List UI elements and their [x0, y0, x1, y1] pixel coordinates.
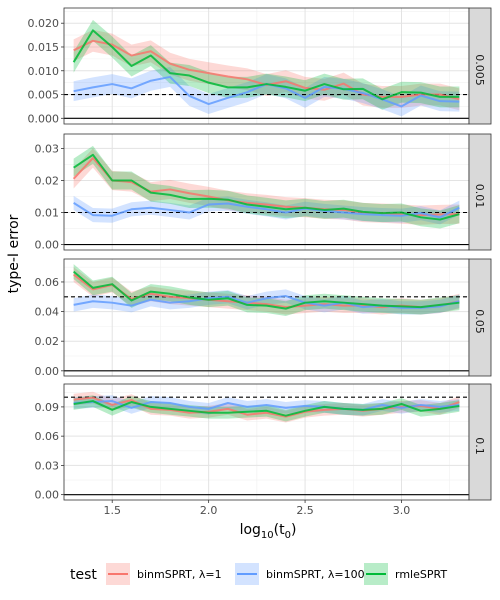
- facet-panel-3: 0.00 0.03 0.06 0.09 0.1: [35, 383, 492, 502]
- legend-label-rmlesprt: rmleSPRT: [395, 568, 447, 581]
- facet-strip-label: 0.1: [473, 437, 486, 455]
- y-tick-label: 0.020: [28, 17, 60, 30]
- legend: test binmSPRT, λ=1 binmSPRT, λ=100 rmleSPR…: [70, 563, 447, 585]
- legend-label-binmsprt-lambda100: binmSPRT, λ=100: [266, 568, 365, 581]
- ribbon-rmlesprt: [73, 395, 460, 422]
- y-tick-label: 0.03: [35, 142, 60, 155]
- ribbon-binmsprt-lambda1: [73, 29, 460, 111]
- facet-panel-2: 0.00 0.02 0.04 0.06 0.05: [35, 258, 492, 378]
- ribbon-rmlesprt: [73, 19, 460, 110]
- y-tick-label: 0.04: [35, 306, 60, 319]
- ribbon-binmsprt-lambda1: [73, 391, 460, 423]
- y-tick-label: 0.010: [28, 65, 60, 78]
- series-line-rmlesprt: [72, 29, 460, 101]
- ribbon-binmsprt-lambda100: [73, 66, 460, 117]
- x-tick-label: 1.5: [103, 504, 121, 517]
- y-axis-title: type-I error: [6, 214, 22, 293]
- series-line-binmsprt-lambda100: [73, 202, 460, 219]
- y-tick-label: 0.03: [35, 459, 60, 472]
- facet-panel-0: 0.000 0.005 0.010 0.015 0.020 0.005: [28, 7, 492, 125]
- ribbon-rmlesprt: [73, 264, 460, 317]
- ribbon-binmsprt-lambda1: [73, 148, 460, 225]
- y-tick-label: 0.02: [35, 174, 60, 187]
- facet-strip-label: 0.005: [473, 54, 486, 86]
- legend-label-binmsprt-lambda1: binmSPRT, λ=1: [137, 568, 222, 581]
- y-tick-label: 0.06: [35, 430, 60, 443]
- facet-strip: [468, 258, 492, 377]
- facet-strip: [468, 133, 492, 251]
- facet-strip-label: 0.05: [473, 309, 486, 334]
- panel-background: [64, 259, 469, 376]
- y-tick-label: 0.005: [28, 89, 60, 102]
- y-tick-label: 0.000: [28, 112, 60, 125]
- y-tick-label: 0.00: [35, 489, 60, 502]
- y-tick-label: 0.09: [35, 401, 60, 414]
- facet-strip-label: 0.01: [473, 184, 486, 209]
- x-tick-label: 2.5: [296, 504, 314, 517]
- ribbon-rmlesprt: [73, 145, 460, 229]
- facet-strip: [468, 7, 492, 125]
- facet-panels: 0.0000.0050.0100.0150.0200.0050.000.010.…: [28, 7, 492, 502]
- series-line-binmsprt-lambda100: [73, 400, 460, 411]
- y-tick-label: 0.01: [35, 207, 60, 220]
- x-tick-label: 2.0: [200, 504, 218, 517]
- x-axis-title: log10(t0): [240, 522, 297, 541]
- ribbon-binmsprt-lambda100: [73, 289, 460, 315]
- series-line-rmlesprt: [73, 400, 460, 417]
- facet-strip: [468, 383, 492, 501]
- y-tick-label: 0.00: [35, 365, 60, 378]
- facet-panel-1: 0.00 0.01 0.02 0.03 0.01: [35, 133, 492, 252]
- y-tick-label: 0.06: [35, 276, 60, 289]
- series-line-rmlesprt: [72, 270, 460, 310]
- x-tick-label: 3.0: [393, 504, 411, 517]
- y-tick-label: 0.02: [35, 335, 60, 348]
- y-tick-label: 0.00: [35, 239, 60, 252]
- legend-title: test: [70, 567, 97, 583]
- panel-background: [64, 134, 469, 250]
- y-tick-label: 0.015: [28, 41, 60, 54]
- series-line-rmlesprt: [73, 153, 460, 221]
